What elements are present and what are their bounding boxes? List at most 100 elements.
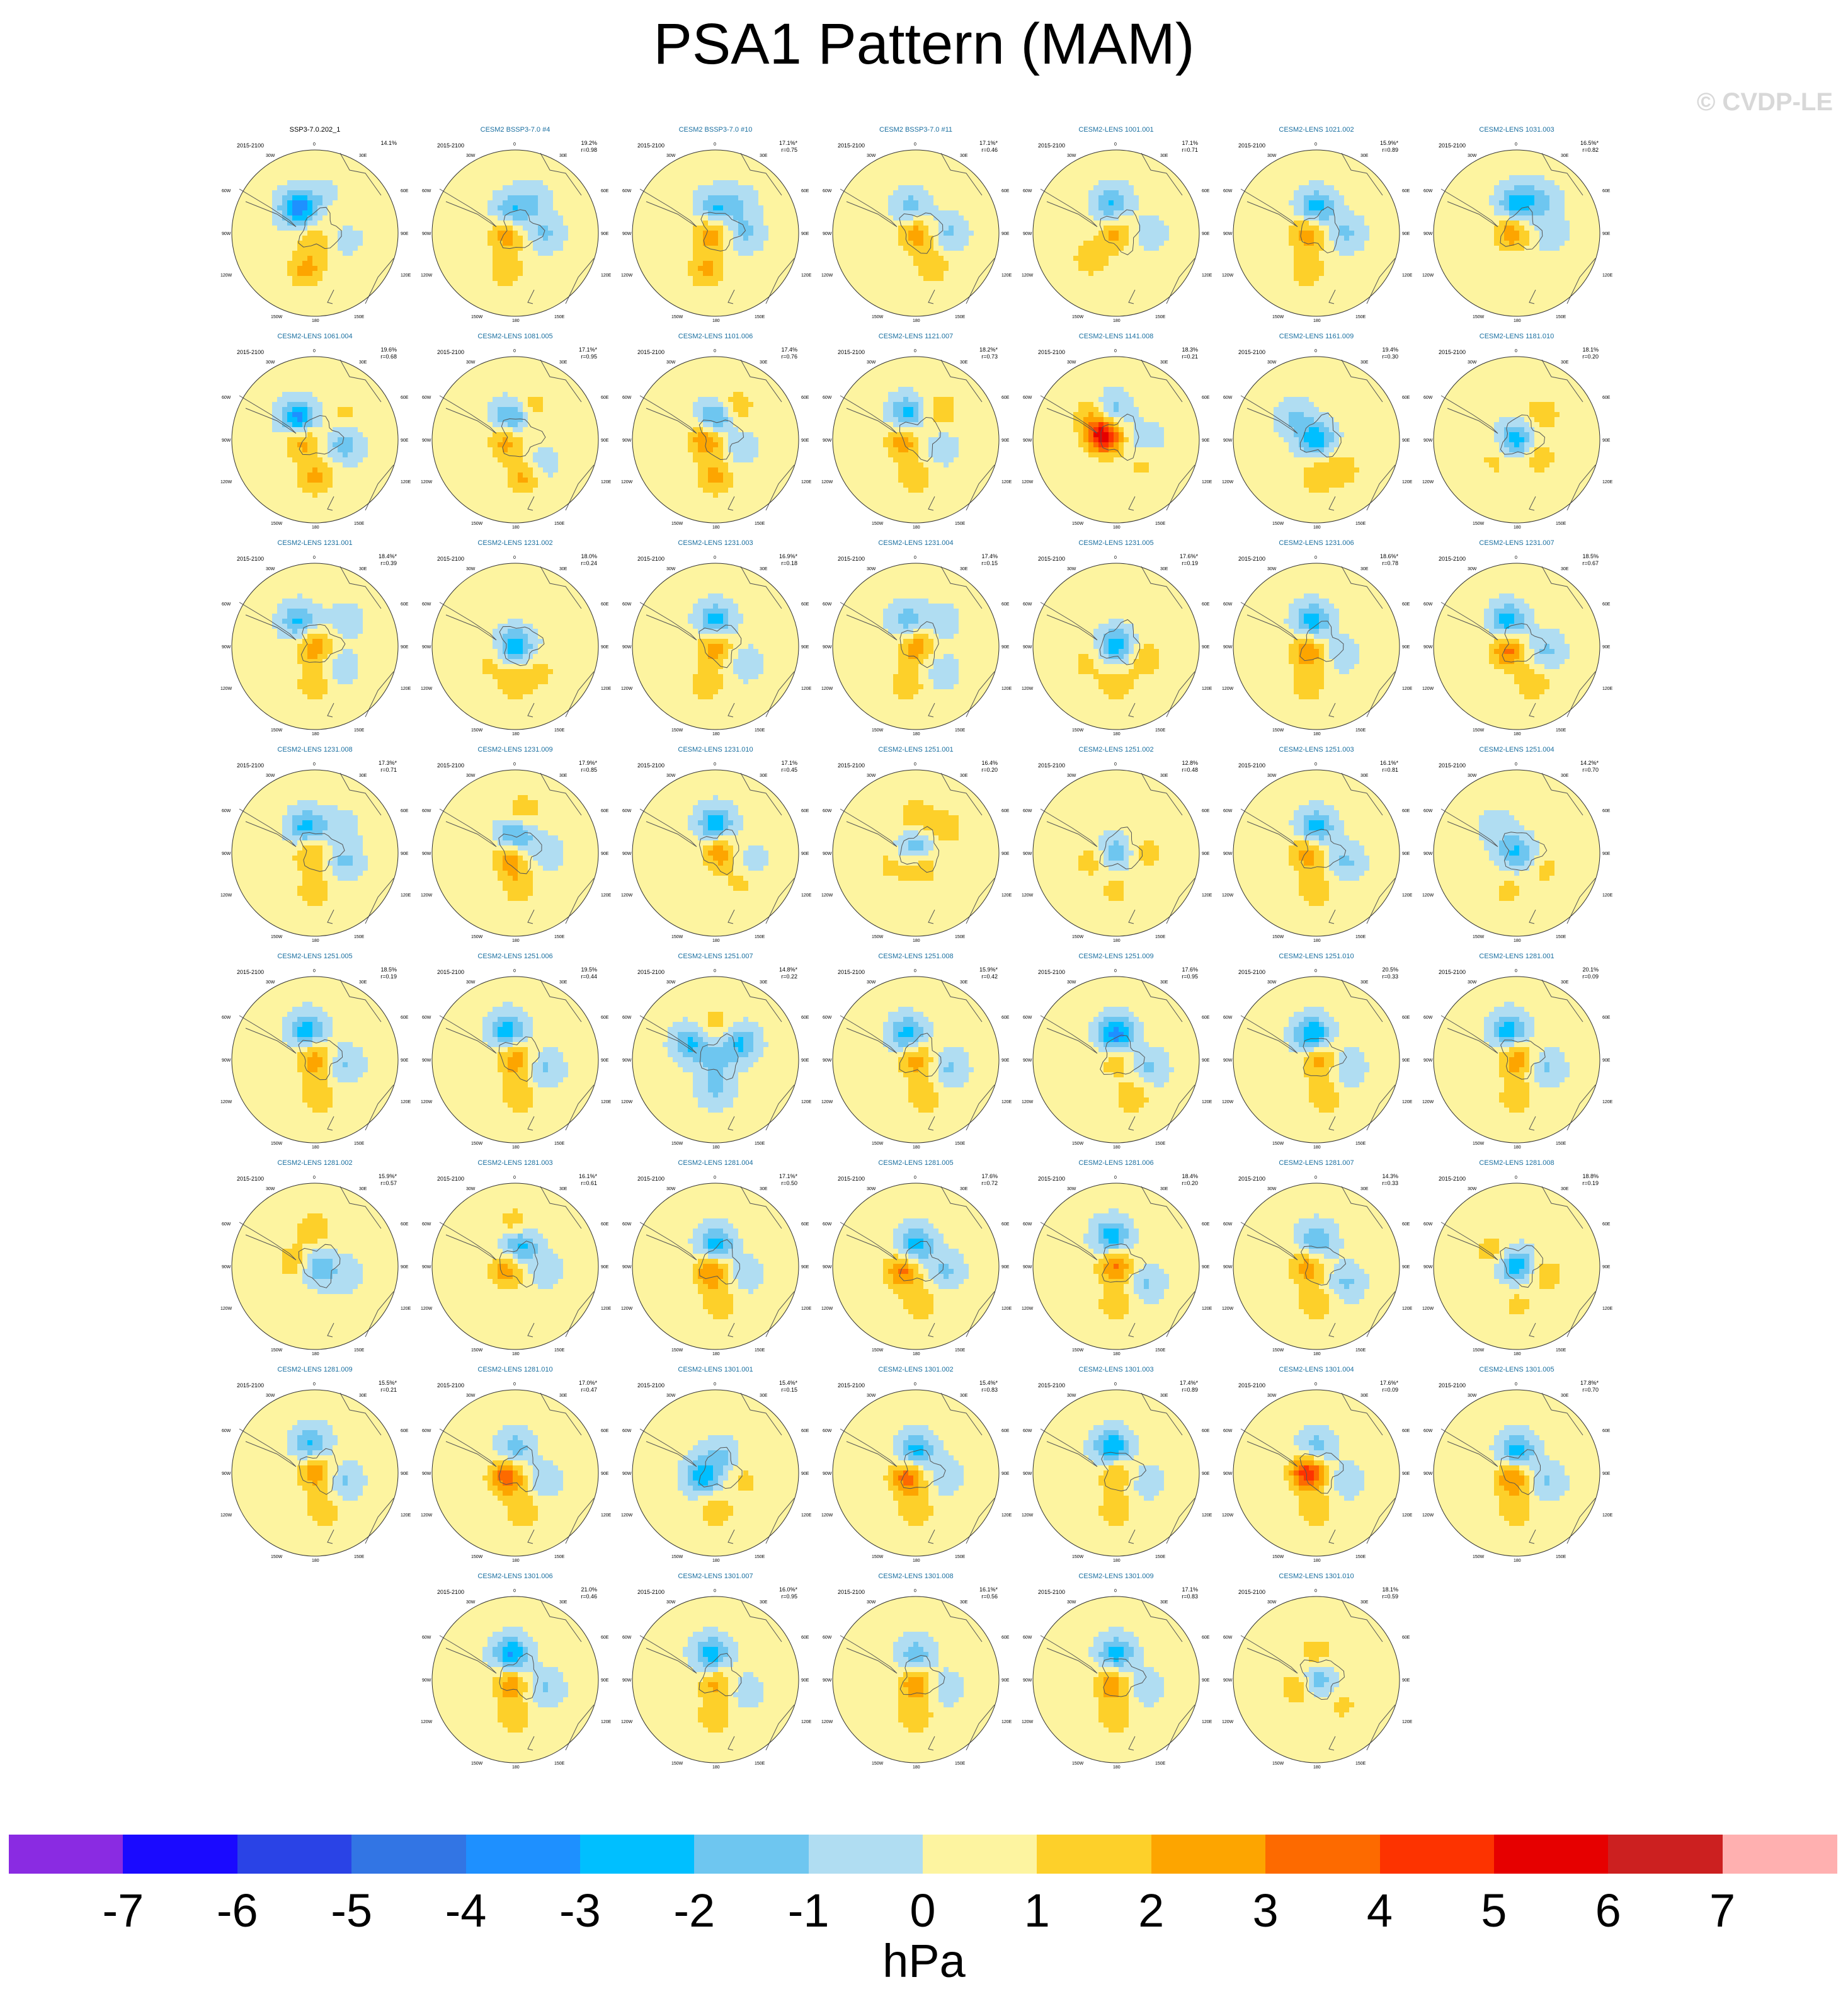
- field-cell: [378, 296, 384, 302]
- field-cell: [1169, 190, 1175, 196]
- field-cell: [317, 261, 323, 266]
- field-cell: [378, 306, 384, 312]
- field-cell: [964, 266, 969, 272]
- field-cell: [658, 155, 663, 161]
- field-cell: [632, 301, 638, 307]
- field-cell: [718, 296, 724, 302]
- field-cell: [893, 170, 899, 176]
- field-cell: [763, 180, 769, 186]
- field-cell: [989, 301, 995, 307]
- field-cell: [373, 301, 379, 307]
- field-cell: [312, 185, 318, 191]
- field-cell: [262, 231, 268, 236]
- field-cell: [1033, 180, 1039, 186]
- field-cell: [1053, 226, 1059, 231]
- field-cell: [1033, 195, 1039, 201]
- field-cell: [784, 215, 789, 221]
- field-cell: [893, 276, 899, 282]
- field-cell: [297, 271, 303, 277]
- field-cell: [1149, 195, 1155, 201]
- field-cell: [503, 286, 508, 292]
- field-cell: [543, 311, 549, 317]
- field-cell: [257, 160, 263, 166]
- field-cell: [322, 160, 328, 166]
- field-cell: [437, 210, 443, 216]
- field-cell: [503, 215, 508, 221]
- field-cell: [658, 150, 663, 156]
- field-cell: [1114, 205, 1119, 211]
- field-cell: [482, 165, 488, 171]
- field-cell: [1068, 170, 1074, 176]
- field-cell: [343, 195, 348, 201]
- longitude-label: 30E: [359, 154, 367, 158]
- field-cell: [868, 165, 874, 171]
- field-cell: [553, 150, 559, 156]
- field-cell: [743, 256, 749, 261]
- field-cell: [287, 215, 293, 221]
- field-cell: [378, 246, 384, 251]
- field-cell: [1058, 221, 1064, 226]
- field-cell: [358, 175, 363, 181]
- field-cell: [583, 165, 589, 171]
- field-cell: [508, 175, 513, 181]
- field-cell: [653, 256, 658, 261]
- field-cell: [548, 271, 554, 277]
- field-cell: [578, 150, 584, 156]
- field-cell: [979, 231, 984, 236]
- field-cell: [1189, 175, 1195, 181]
- longitude-label: 0: [513, 142, 516, 147]
- field-cell: [632, 226, 638, 231]
- field-cell: [878, 165, 884, 171]
- field-cell: [653, 231, 658, 236]
- field-cell: [1038, 205, 1044, 211]
- field-cell: [583, 226, 589, 231]
- field-cell: [358, 190, 363, 196]
- field-cell: [523, 261, 528, 266]
- field-cell: [368, 306, 374, 312]
- field-cell: [938, 180, 944, 186]
- field-cell: [237, 276, 242, 282]
- field-cell: [432, 311, 438, 317]
- field-cell: [437, 311, 443, 317]
- field-cell: [363, 190, 368, 196]
- field-cell: [493, 251, 498, 256]
- field-cell: [758, 205, 764, 211]
- field-cell: [477, 251, 483, 256]
- field-cell: [893, 241, 899, 246]
- field-cell: [1109, 180, 1114, 186]
- field-cell: [317, 296, 323, 302]
- field-cell: [794, 276, 799, 282]
- field-cell: [267, 226, 273, 231]
- field-cell: [944, 205, 949, 211]
- field-cell: [593, 266, 599, 272]
- field-cell: [733, 170, 739, 176]
- field-cell: [653, 271, 658, 277]
- field-cell: [518, 160, 523, 166]
- longitude-label: 60E: [401, 189, 408, 193]
- field-cell: [848, 296, 853, 302]
- field-cell: [538, 246, 544, 251]
- field-cell: [317, 185, 323, 191]
- field-cell: [538, 271, 544, 277]
- field-cell: [568, 185, 574, 191]
- field-cell: [642, 150, 648, 156]
- polar-map: [1022, 126, 1211, 321]
- field-cell: [883, 311, 889, 317]
- field-cell: [1189, 185, 1195, 191]
- field-cell: [794, 170, 799, 176]
- field-cell: [964, 271, 969, 277]
- field-cell: [688, 210, 693, 216]
- field-cell: [713, 311, 719, 317]
- field-cell: [242, 226, 248, 231]
- field-cell: [918, 296, 924, 302]
- field-cell: [553, 226, 559, 231]
- field-cell: [322, 170, 328, 176]
- field-cell: [383, 241, 389, 246]
- field-cell: [658, 251, 663, 256]
- field-cell: [282, 241, 288, 246]
- field-cell: [508, 251, 513, 256]
- field-cell: [1078, 180, 1084, 186]
- field-cell: [974, 256, 979, 261]
- field-cell: [933, 306, 939, 312]
- field-cell: [292, 251, 298, 256]
